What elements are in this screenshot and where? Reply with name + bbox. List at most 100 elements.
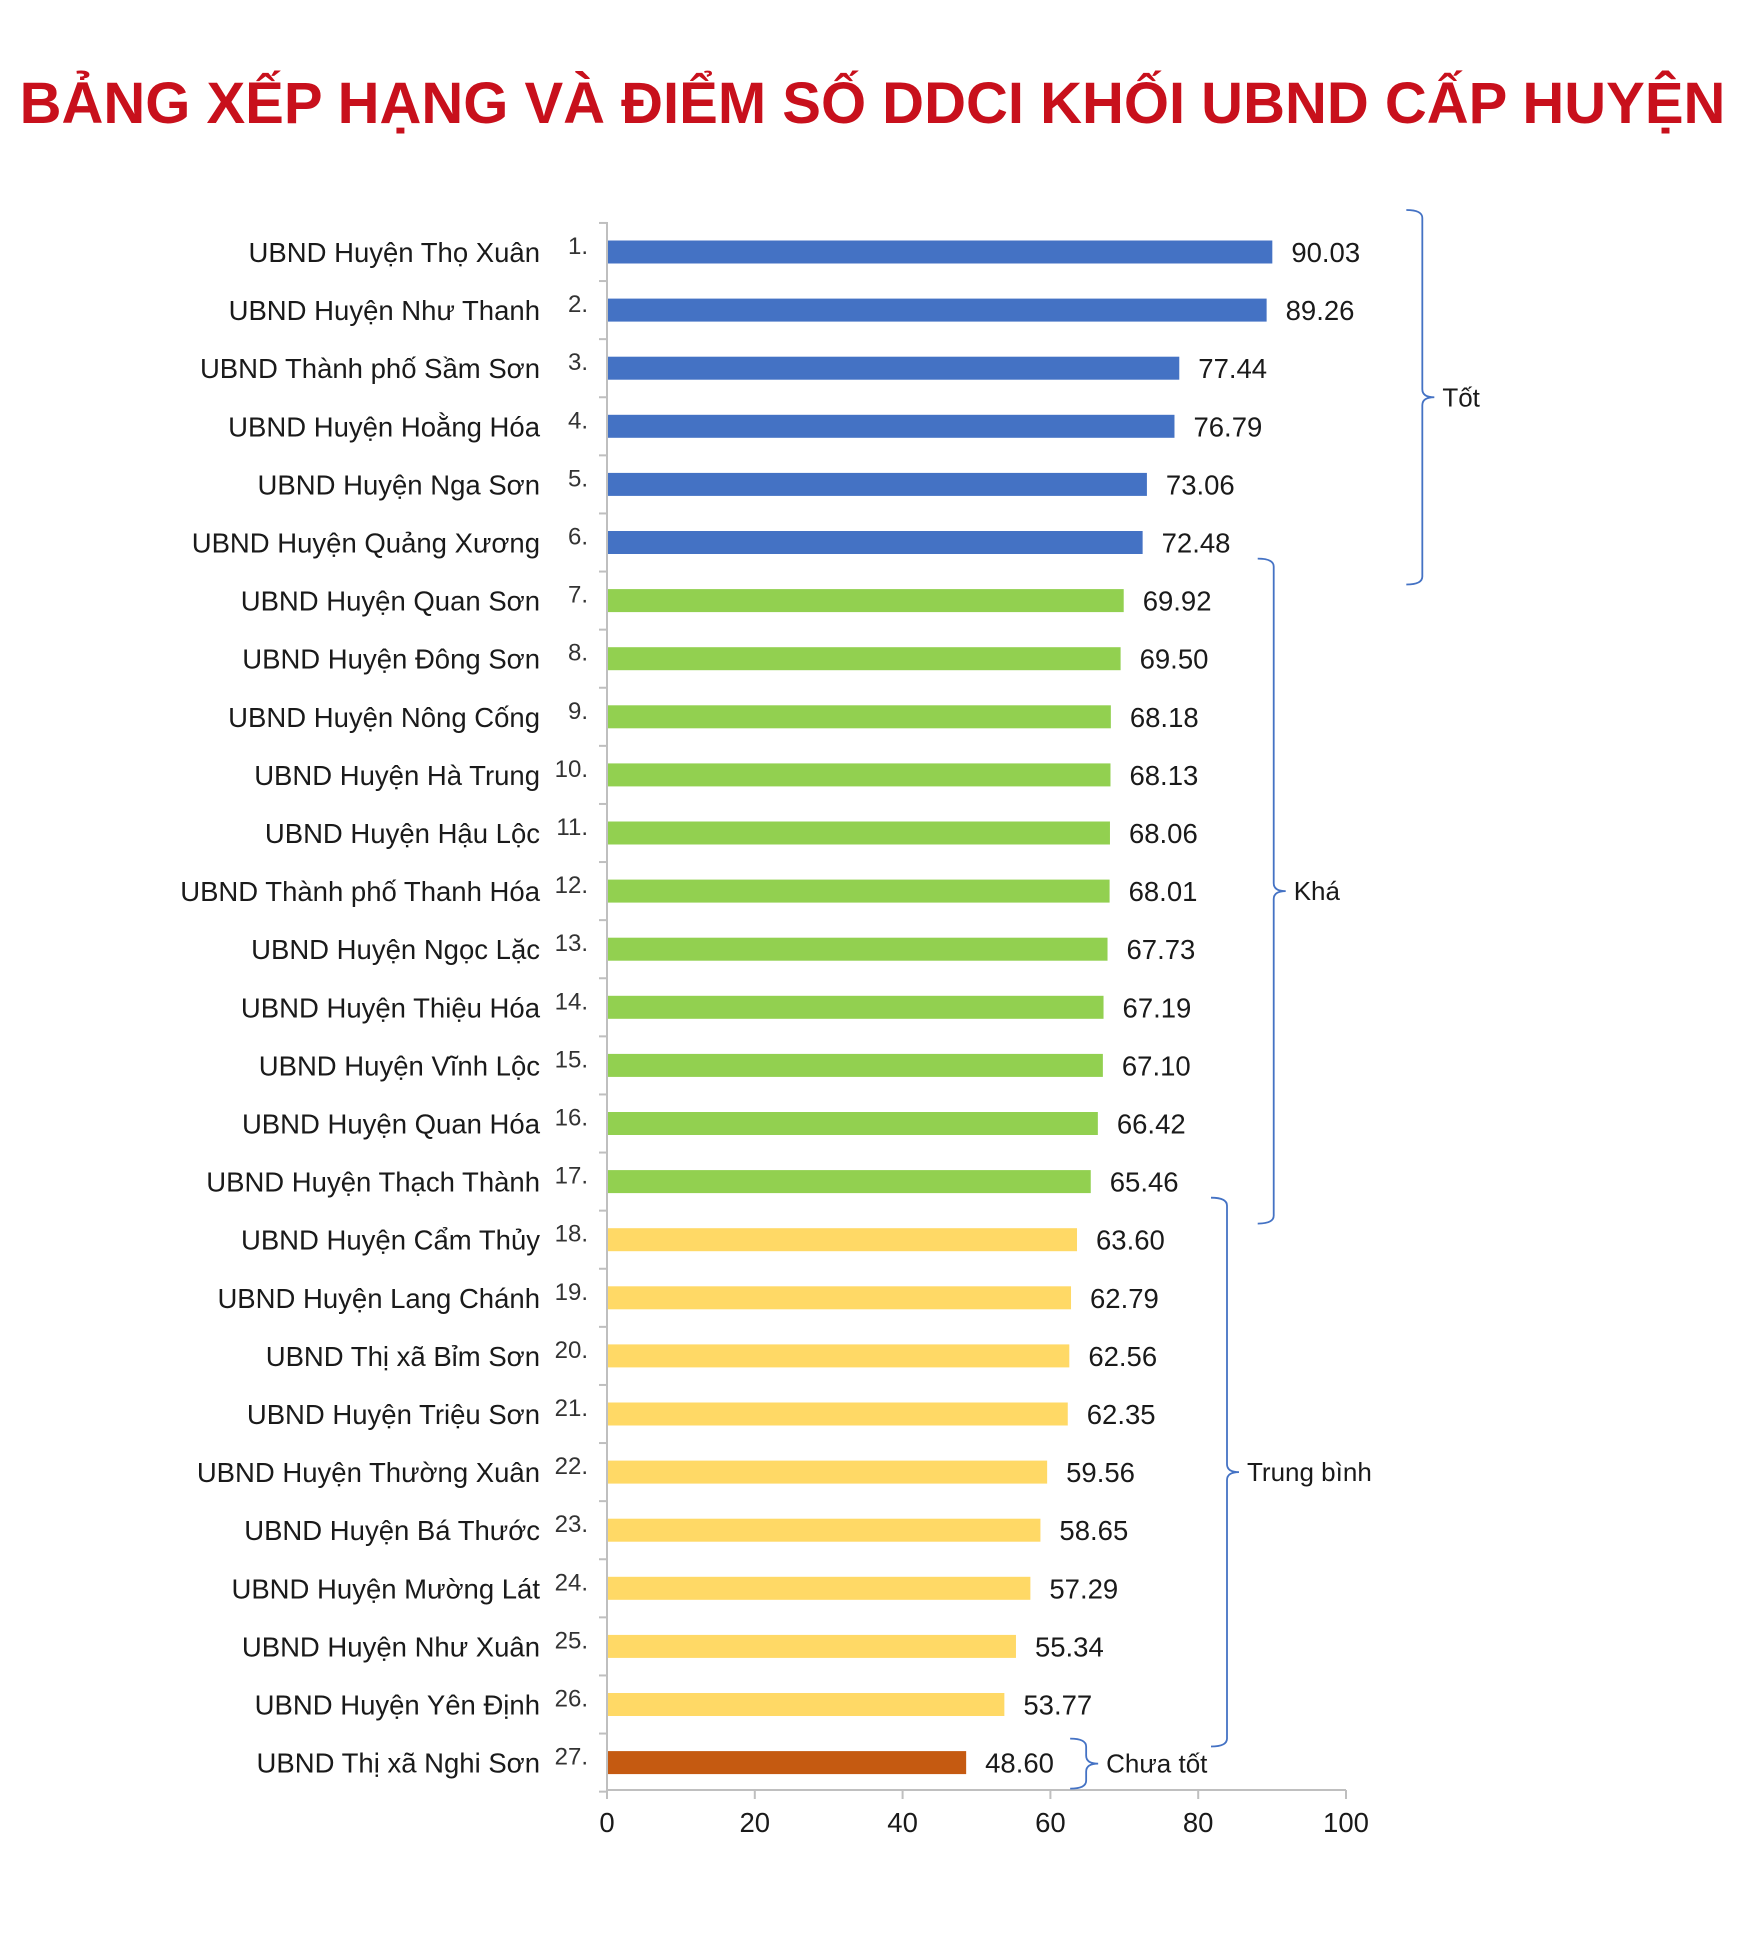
x-tick-label: 20 <box>740 1807 771 1838</box>
value-label: 76.79 <box>1193 411 1262 442</box>
value-label: 53.77 <box>1023 1690 1092 1721</box>
rank-label: 19. <box>555 1279 588 1306</box>
rank-label: 25. <box>555 1627 588 1654</box>
value-label: 68.06 <box>1129 818 1198 849</box>
group-bracket <box>1210 1196 1240 1748</box>
bar <box>608 763 1111 787</box>
rank-label: 23. <box>555 1511 588 1538</box>
value-label: 55.34 <box>1035 1631 1104 1662</box>
x-tick-label: 0 <box>599 1807 614 1838</box>
category-label: UBND Huyện Yên Định <box>255 1690 540 1721</box>
value-label: 67.19 <box>1123 992 1192 1023</box>
value-label: 67.73 <box>1127 934 1196 965</box>
bar <box>608 1693 1005 1716</box>
bar <box>608 879 1110 903</box>
category-label: UBND Huyện Quan Sơn <box>241 586 540 617</box>
rank-label: 10. <box>555 756 588 783</box>
rank-label: 22. <box>555 1453 588 1480</box>
bar <box>608 1286 1072 1310</box>
bar <box>608 1053 1103 1077</box>
value-label: 59.56 <box>1066 1457 1135 1488</box>
bar <box>608 240 1273 264</box>
value-label: 77.44 <box>1198 353 1267 384</box>
bars-layer <box>608 240 1273 1775</box>
value-label: 66.42 <box>1117 1109 1186 1140</box>
x-tick-label: 60 <box>1035 1807 1066 1838</box>
bar <box>608 1344 1070 1368</box>
value-label: 62.79 <box>1090 1283 1159 1314</box>
chart-title: BẢNG XẾP HẠNG VÀ ĐIỂM SỐ DDCI KHỐI UBND … <box>19 71 1726 136</box>
category-label: UBND Huyện Như Thanh <box>229 295 540 326</box>
category-label: UBND Huyện Nga Sơn <box>258 469 540 500</box>
value-label: 68.01 <box>1129 876 1198 907</box>
group-label: Trung bình <box>1247 1457 1372 1487</box>
group-bracket <box>1406 209 1435 586</box>
rank-label: 12. <box>555 872 588 899</box>
bar <box>608 1402 1068 1426</box>
category-label: UBND Huyện Thọ Xuân <box>249 237 540 268</box>
value-label: 89.26 <box>1286 295 1355 326</box>
group-label: Khá <box>1294 876 1341 906</box>
category-label: UBND Thị xã Nghi Sơn <box>257 1748 540 1779</box>
bar <box>608 1112 1098 1135</box>
category-label: UBND Huyện Hoằng Hóa <box>228 411 541 442</box>
value-label: 48.60 <box>985 1748 1054 1779</box>
bar <box>608 298 1267 322</box>
category-label: UBND Huyện Bá Thước <box>244 1515 540 1546</box>
value-label: 69.92 <box>1143 586 1212 617</box>
bar <box>608 937 1108 961</box>
value-label: 67.10 <box>1122 1050 1191 1081</box>
category-label: UBND Huyện Triệu Sơn <box>247 1399 540 1430</box>
value-label: 65.46 <box>1110 1167 1179 1198</box>
category-label: UBND Thành phố Thanh Hóa <box>180 876 540 907</box>
value-label: 62.35 <box>1087 1399 1156 1430</box>
bar <box>608 1228 1078 1252</box>
bar <box>608 356 1180 380</box>
rank-label: 5. <box>568 465 588 492</box>
bar <box>608 1170 1091 1194</box>
rank-label: 11. <box>556 814 588 841</box>
rank-label: 16. <box>555 1105 588 1132</box>
value-label: 73.06 <box>1166 469 1235 500</box>
rank-label: 6. <box>568 524 588 551</box>
category-label: UBND Thành phố Sầm Sơn <box>200 353 540 384</box>
value-label: 58.65 <box>1059 1515 1128 1546</box>
category-label: UBND Huyện Quảng Xương <box>192 528 540 559</box>
category-label: UBND Huyện Cẩm Thủy <box>241 1225 540 1256</box>
category-label: UBND Thị xã Bỉm Sơn <box>266 1341 540 1372</box>
rank-label: 4. <box>568 407 588 434</box>
bar <box>608 821 1110 845</box>
rank-label: 13. <box>555 930 588 957</box>
x-tick-label: 100 <box>1323 1807 1369 1838</box>
category-label: UBND Huyện Hà Trung <box>254 760 540 791</box>
bar <box>608 414 1175 438</box>
rank-label: 24. <box>555 1569 588 1596</box>
rank-label: 3. <box>568 349 588 376</box>
rank-label: 14. <box>555 988 588 1015</box>
category-label: UBND Huyện Nông Cống <box>228 702 540 733</box>
x-tick-label: 80 <box>1183 1807 1214 1838</box>
category-label: UBND Huyện Ngọc Lặc <box>251 934 540 965</box>
category-label: UBND Huyện Thạch Thành <box>206 1167 540 1198</box>
category-label: UBND Huyện Lang Chánh <box>217 1283 540 1314</box>
bar <box>608 1576 1031 1600</box>
category-label: UBND Huyện Vĩnh Lộc <box>259 1050 540 1081</box>
rank-label: 26. <box>555 1686 588 1713</box>
value-label: 90.03 <box>1291 237 1360 268</box>
category-label: UBND Huyện Như Xuân <box>242 1631 540 1662</box>
rank-label: 17. <box>555 1163 588 1190</box>
bar <box>608 647 1121 671</box>
rank-label: 20. <box>555 1337 588 1364</box>
category-label: UBND Huyện Đông Sơn <box>242 644 540 675</box>
bar <box>608 1518 1041 1542</box>
category-label: UBND Huyện Hậu Lộc <box>265 818 540 849</box>
category-label: UBND Huyện Quan Hóa <box>242 1109 541 1140</box>
value-label: 62.56 <box>1088 1341 1157 1372</box>
rank-label: 1. <box>568 233 588 260</box>
group-bracket <box>1070 1737 1099 1790</box>
rank-label: 9. <box>568 698 588 725</box>
group-label: Tốt <box>1442 382 1480 412</box>
bar <box>608 705 1111 729</box>
value-label: 57.29 <box>1049 1573 1118 1604</box>
